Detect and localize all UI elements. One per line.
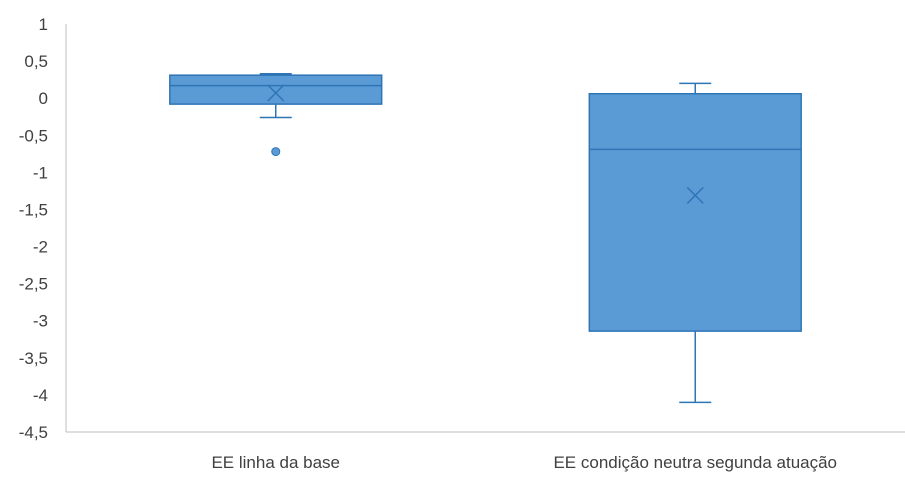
y-tick-label: -4 — [33, 386, 48, 405]
mean-marker — [686, 186, 704, 204]
y-tick-label: -1 — [33, 163, 48, 182]
outlier-point — [271, 147, 281, 157]
y-tick-label: 0,5 — [24, 52, 48, 71]
box-body — [169, 74, 383, 105]
box-body — [588, 92, 802, 332]
y-tick-label: -4,5 — [19, 423, 48, 442]
box-series — [588, 82, 802, 404]
x-tick-label: EE condição neutra segunda atuação — [553, 453, 837, 472]
y-tick-label: -2 — [33, 238, 48, 257]
y-tick-label: -2,5 — [19, 275, 48, 294]
x-axis: EE linha da base EE condição neutra segun… — [66, 431, 905, 472]
y-tick-label: -3 — [33, 312, 48, 331]
boxes — [169, 72, 802, 404]
mean-marker — [267, 84, 285, 102]
x-tick-label: EE linha da base — [211, 453, 340, 472]
y-tick-label: 0 — [39, 89, 48, 108]
y-axis: 1 0,5 0 -0,5 -1 -1,5 -2 -2,5 -3 -3,5 -4 -4,5 — [19, 15, 67, 442]
box-series — [169, 72, 383, 157]
y-tick-label: -3,5 — [19, 349, 48, 368]
y-tick-label: -0,5 — [19, 126, 48, 145]
y-tick-label: 1 — [39, 15, 48, 34]
y-tick-label: -1,5 — [19, 200, 48, 219]
